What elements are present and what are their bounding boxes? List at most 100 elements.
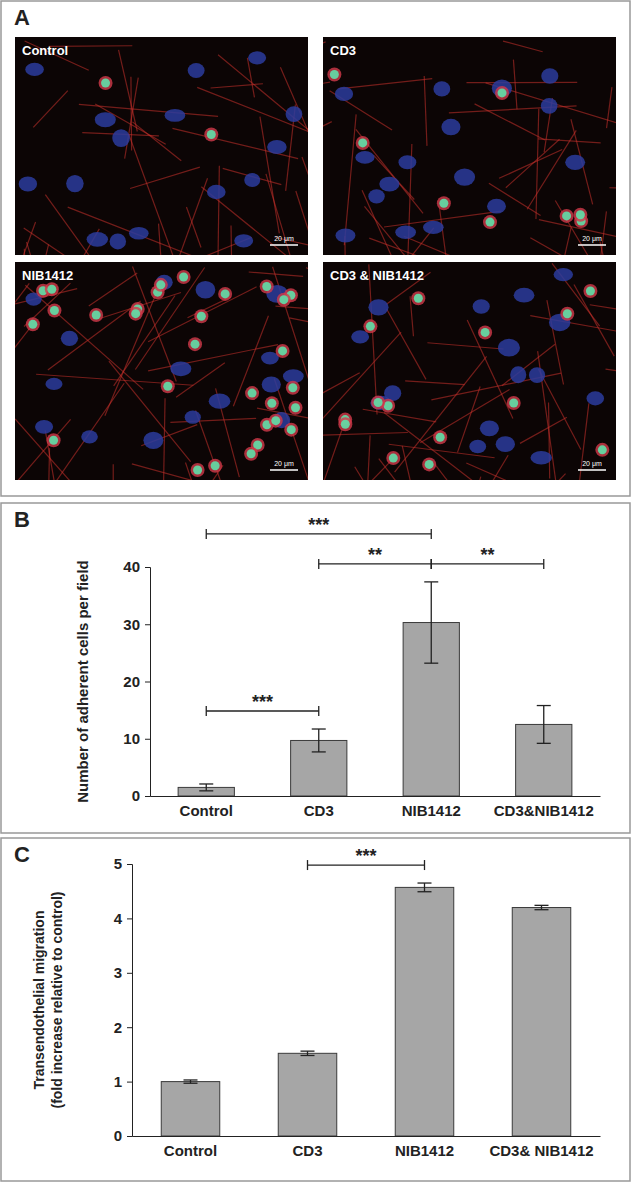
actin-fiber: [323, 429, 342, 480]
y-tick-label: 4: [114, 910, 123, 927]
bracket-end: [206, 529, 207, 539]
adherent-cell-core: [207, 130, 216, 139]
x-tick: Control: [164, 1142, 217, 1159]
actin-fiber: [503, 41, 543, 52]
adherent-cell-core: [481, 328, 490, 337]
panel-border: [1, 503, 630, 833]
adherent-cell-core: [262, 282, 271, 291]
actin-fiber: [129, 134, 175, 255]
adherent-cell: [260, 279, 274, 293]
nucleus: [496, 436, 515, 452]
scale-bar: [578, 469, 606, 471]
nucleus: [81, 430, 98, 443]
adherent-cell-core: [330, 70, 339, 79]
error-bar-cap: [537, 743, 551, 744]
actin-fiber: [323, 433, 408, 437]
actin-fiber: [159, 224, 165, 255]
micrograph: [15, 262, 308, 480]
panel-border: [1, 1, 630, 496]
y-axis: 010203040: [123, 558, 150, 804]
x-tick-label: CD3: [292, 1142, 322, 1159]
adherent-cell: [245, 386, 259, 400]
actin-fiber: [420, 389, 509, 442]
error-bar-cap: [184, 1079, 198, 1080]
nucleus: [510, 366, 526, 383]
actin-fiber: [132, 122, 181, 161]
adherent-cell: [595, 443, 609, 457]
adherent-cell-core: [414, 294, 423, 303]
adherent-cell: [289, 401, 303, 415]
error-bar-stem: [431, 582, 432, 663]
actin-fiber: [404, 236, 486, 255]
actin-fiber: [47, 448, 49, 480]
actin-fiber: [289, 318, 308, 336]
nucleus: [541, 98, 558, 114]
bracket-end: [431, 559, 432, 569]
x-tick-label: Control: [164, 1142, 217, 1159]
actin-fiber: [363, 409, 436, 422]
error-bar-stem: [541, 905, 542, 909]
adherent-cell-core: [221, 289, 230, 298]
adherent-cell: [204, 128, 218, 142]
error-bar-cap: [199, 790, 213, 791]
x-tick-label: Control: [180, 802, 233, 819]
nucleus: [262, 376, 281, 392]
actin-fiber: [132, 267, 176, 382]
error-bar-cap: [418, 891, 432, 892]
actin-fiber: [341, 228, 433, 255]
actin-fiber: [170, 418, 256, 422]
nucleus: [473, 299, 490, 314]
actin-fiber: [466, 463, 509, 480]
nucleus: [480, 421, 499, 437]
adherent-cell-core: [278, 346, 287, 355]
adherent-cell: [478, 325, 492, 339]
error-bar-cap: [184, 1083, 198, 1084]
y-tick-mark: [145, 682, 150, 683]
error-bar-cap: [535, 909, 549, 910]
actin-fiber: [600, 242, 609, 255]
nucleus: [25, 63, 44, 76]
adherent-cell: [45, 282, 59, 296]
actin-fiber: [530, 238, 574, 255]
actin-fiber: [33, 91, 68, 128]
error-bar-cap: [537, 705, 551, 706]
nucleus: [156, 275, 173, 290]
adherent-cell: [161, 379, 175, 393]
adherent-cell: [89, 308, 103, 322]
nucleus: [267, 140, 287, 154]
adherent-cell-core: [498, 88, 507, 97]
nucleus: [498, 339, 520, 357]
nucleus: [541, 68, 558, 84]
adherent-cell: [47, 433, 61, 447]
scale-bar-label: 20 μm: [582, 460, 602, 468]
actin-fiber: [405, 381, 465, 385]
nucleus: [207, 185, 226, 199]
actin-fiber: [344, 114, 356, 245]
nucleus: [188, 63, 205, 78]
actin-fiber: [356, 129, 423, 213]
x-tick-label: NIB1412: [395, 1142, 454, 1159]
nucleus: [35, 420, 53, 434]
x-tick: NIB1412: [402, 802, 461, 819]
plot-marks: [178, 582, 572, 796]
y-tick: 4: [114, 910, 132, 927]
nucleus: [66, 175, 84, 192]
actin-fiber: [440, 209, 451, 255]
adherent-cell-core: [193, 465, 202, 474]
y-tick: 1: [114, 1073, 132, 1090]
micrograph: [15, 37, 308, 255]
adherent-cell: [177, 270, 191, 284]
adherent-cell: [244, 447, 258, 461]
actin-fiber: [27, 242, 67, 255]
y-tick: 40: [123, 558, 150, 575]
scale-bar-label: 20 μm: [582, 235, 602, 243]
actin-fiber: [24, 228, 140, 255]
adherent-cell-core: [163, 382, 172, 391]
adherent-cell: [284, 423, 298, 437]
y-tick: 2: [114, 1018, 132, 1035]
y-tick: 3: [114, 964, 132, 981]
significance-label: ***: [355, 846, 376, 866]
nucleus: [110, 233, 126, 249]
adherent-cell: [338, 417, 352, 431]
y-tick-mark: [145, 624, 150, 625]
